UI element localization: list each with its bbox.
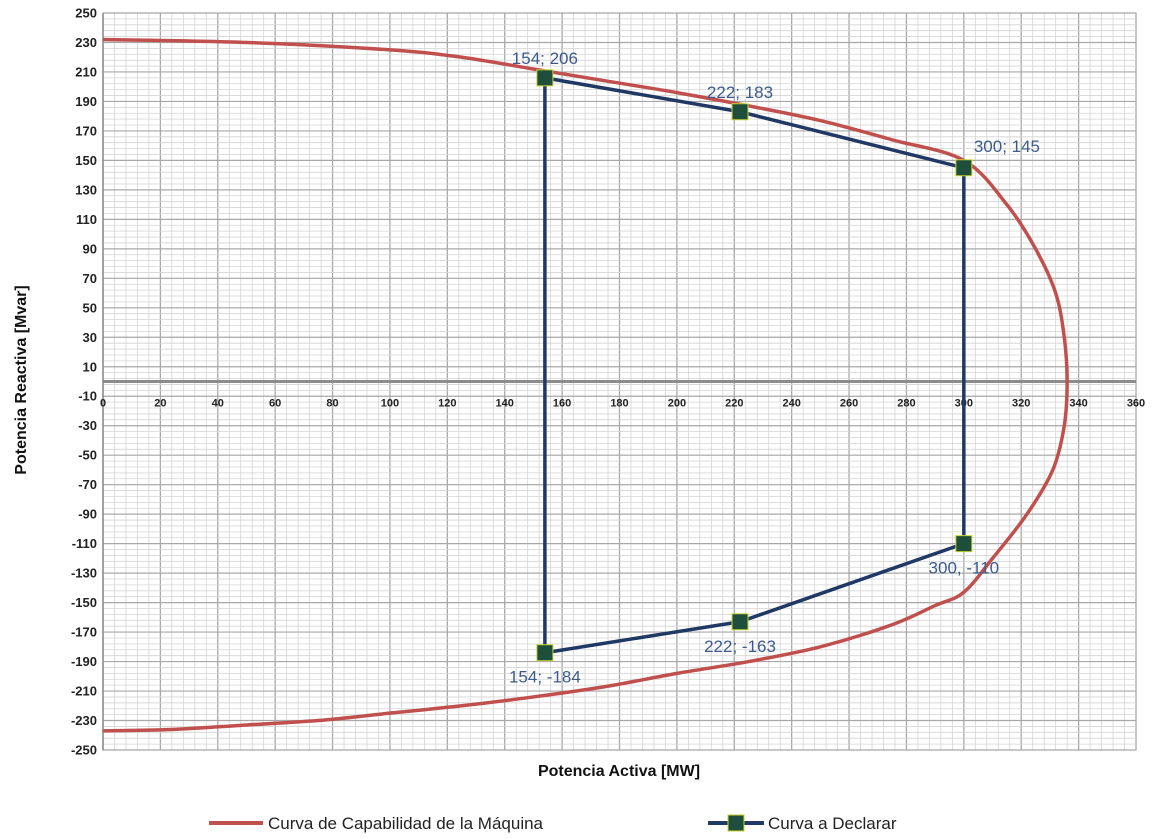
x-tick-label: 140 bbox=[496, 398, 514, 410]
data-point-declarar bbox=[731, 613, 749, 631]
y-axis-title: Potencia Reactiva [Mvar] bbox=[13, 285, 30, 474]
data-label: 154; -184 bbox=[509, 668, 581, 687]
x-tick-label: 100 bbox=[381, 398, 399, 410]
y-tick-label: 50 bbox=[83, 300, 97, 315]
y-tick-label: 250 bbox=[75, 6, 97, 21]
x-tick-label: 180 bbox=[610, 398, 628, 410]
y-tick-label: 150 bbox=[75, 153, 97, 168]
legend: Curva de Capabilidad de la Máquina Curva… bbox=[209, 814, 897, 833]
data-point-declarar bbox=[955, 535, 973, 553]
data-point-declarar bbox=[731, 103, 749, 121]
y-tick-label: -50 bbox=[78, 448, 97, 463]
y-tick-label: 230 bbox=[75, 35, 97, 50]
x-tick-label: 160 bbox=[553, 398, 571, 410]
x-tick-label: 200 bbox=[668, 398, 686, 410]
y-tick-label: 110 bbox=[76, 212, 97, 227]
data-label: 300; 145 bbox=[974, 137, 1040, 156]
data-label: 222; -163 bbox=[704, 637, 776, 656]
y-tick-label: 70 bbox=[83, 271, 97, 286]
legend-label-capability: Curva de Capabilidad de la Máquina bbox=[268, 814, 544, 833]
y-tick-label: -250 bbox=[71, 743, 97, 758]
axes: 250 230 210 190 170 150 130 110 90 70 50 30 10 -10 -30… bbox=[71, 6, 1145, 758]
y-tick-label: -170 bbox=[71, 625, 97, 640]
x-tick-label: 80 bbox=[326, 398, 338, 410]
y-tick-label: -230 bbox=[71, 713, 97, 728]
x-tick-label: 240 bbox=[782, 398, 800, 410]
y-tick-label: -210 bbox=[71, 684, 97, 699]
series bbox=[102, 37, 1069, 733]
y-tick-label: -130 bbox=[71, 566, 97, 581]
x-tick-label: 0 bbox=[100, 398, 106, 410]
series-line-capability bbox=[102, 37, 1069, 733]
y-tick-label: 130 bbox=[75, 182, 97, 197]
y-tick-label: 10 bbox=[83, 359, 97, 374]
y-tick-label: -150 bbox=[71, 595, 97, 610]
data-point-declarar bbox=[536, 69, 554, 87]
y-tick-label: -190 bbox=[71, 654, 97, 669]
y-tick-label: 30 bbox=[83, 330, 97, 345]
x-tick-label: 60 bbox=[269, 398, 281, 410]
y-tick-label: -90 bbox=[78, 507, 97, 522]
x-tick-label: 360 bbox=[1127, 398, 1145, 410]
y-tick-label: 170 bbox=[75, 123, 97, 138]
data-point-declarar bbox=[536, 644, 554, 662]
x-axis-title: Potencia Activa [MW] bbox=[538, 763, 700, 780]
y-tick-label: -30 bbox=[78, 418, 97, 433]
x-tick-label: 260 bbox=[840, 398, 858, 410]
y-tick-label: 190 bbox=[75, 94, 97, 109]
y-tick-label: 210 bbox=[75, 64, 97, 79]
x-tick-label: 40 bbox=[212, 398, 224, 410]
legend-label-declarar: Curva a Declarar bbox=[768, 814, 897, 833]
x-tick-label: 340 bbox=[1069, 398, 1087, 410]
data-label: 300, -110 bbox=[929, 559, 1000, 578]
data-point-declarar bbox=[955, 159, 973, 177]
legend-marker-declarar bbox=[727, 814, 745, 832]
x-tick-label: 280 bbox=[897, 398, 915, 410]
y-tick-label: -70 bbox=[78, 477, 97, 492]
x-tick-label: 120 bbox=[438, 398, 456, 410]
x-tick-label: 320 bbox=[1012, 398, 1030, 410]
x-tick-label: 220 bbox=[725, 398, 743, 410]
data-label: 222; 183 bbox=[707, 83, 773, 102]
y-tick-label: -110 bbox=[72, 536, 97, 551]
data-labels: 154; 206 222; 183 300; 145 300, -110 222; -1… bbox=[509, 49, 1040, 687]
data-label: 154; 206 bbox=[512, 49, 578, 68]
y-tick-label: -10 bbox=[78, 389, 97, 404]
x-tick-label: 20 bbox=[154, 398, 166, 410]
y-tick-label: 90 bbox=[83, 241, 97, 256]
